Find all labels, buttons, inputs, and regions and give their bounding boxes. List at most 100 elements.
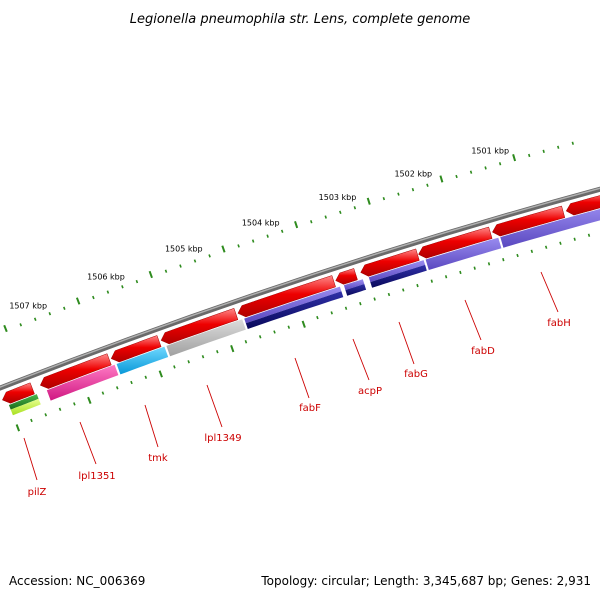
- inner-major-tick: [301, 320, 306, 328]
- minor-tick: [106, 290, 110, 294]
- gene-leader-line: [23, 437, 38, 481]
- minor-tick: [63, 306, 66, 310]
- inner-minor-tick: [30, 418, 33, 423]
- genome-backbone: [0, 186, 600, 391]
- gene-leader-line: [79, 421, 97, 465]
- inner-minor-tick: [101, 391, 105, 395]
- gene-label-fabd: fabD: [471, 346, 495, 357]
- major-tick: [294, 220, 299, 229]
- inner-minor-tick: [316, 315, 319, 320]
- gene-arrow: [418, 226, 493, 259]
- gene-arrow: [360, 248, 420, 277]
- cog-band: [245, 291, 344, 329]
- inner-minor-tick: [330, 311, 333, 315]
- inner-minor-tick: [530, 249, 534, 254]
- inner-minor-tick: [516, 253, 519, 258]
- major-tick: [148, 270, 153, 279]
- minor-tick: [528, 153, 531, 158]
- gene-arrow: [492, 205, 566, 237]
- tick-label: 1505 kbp: [165, 245, 203, 254]
- major-tick: [512, 154, 517, 162]
- inner-minor-tick: [373, 297, 376, 301]
- inner-major-tick: [15, 424, 21, 432]
- minor-tick: [266, 234, 269, 238]
- tick-label: 1504 kbp: [242, 218, 280, 227]
- minor-tick: [280, 229, 284, 233]
- genome-backbone-highlight: [0, 187, 600, 388]
- gene-label-pilz: pilZ: [28, 487, 47, 498]
- cog-band: [116, 346, 169, 375]
- gene-leader-line: [206, 384, 223, 428]
- inner-minor-tick: [244, 340, 248, 344]
- minor-tick: [208, 254, 211, 258]
- tick-label: 1507 kbp: [9, 302, 47, 311]
- accession-label: Accession: NC_006369: [9, 574, 146, 588]
- inner-minor-tick: [444, 275, 448, 279]
- inner-minor-tick: [173, 365, 176, 369]
- minor-tick: [571, 141, 574, 145]
- gene-arrows: [2, 195, 600, 404]
- minor-tick: [324, 215, 327, 219]
- gene-leader-line: [352, 338, 370, 381]
- inner-minor-tick: [73, 402, 76, 406]
- gene-label-fabh: fabH: [547, 318, 571, 329]
- inner-minor-tick: [115, 386, 119, 390]
- inner-minor-tick: [387, 292, 391, 297]
- inner-minor-tick: [287, 325, 291, 329]
- tick-marks: [3, 141, 591, 432]
- minor-tick: [455, 174, 458, 179]
- minor-tick: [48, 312, 52, 316]
- inner-minor-tick: [487, 262, 491, 266]
- cog-band: [8, 394, 39, 410]
- inner-minor-tick: [359, 301, 362, 306]
- inner-minor-tick: [58, 407, 62, 411]
- gene-labels: fabH fabD fabG acpP fabF lpl1349 tmk lpl1351 pil…: [23, 271, 571, 498]
- gene-label-lpl1351: lpl1351: [78, 471, 115, 482]
- minor-tick: [542, 149, 545, 154]
- gene-arrow: [565, 195, 600, 216]
- minor-tick: [121, 285, 124, 289]
- minor-tick: [397, 192, 400, 196]
- minor-tick: [557, 145, 560, 149]
- gene-leader-line: [144, 404, 159, 448]
- gene-arrow: [237, 275, 336, 318]
- tick-label: 1502 kbp: [394, 170, 432, 179]
- minor-tick: [193, 259, 197, 263]
- cog-band: [244, 286, 342, 324]
- minor-tick: [237, 244, 240, 248]
- topology-label: Topology: circular; Length: 3,345,687 bp…: [261, 574, 591, 588]
- minor-tick: [411, 187, 415, 192]
- gene-arrow: [335, 268, 358, 285]
- inner-major-tick: [87, 396, 92, 404]
- cog-bars: [8, 208, 600, 416]
- minor-tick: [164, 269, 168, 273]
- inner-minor-tick: [130, 380, 133, 385]
- cog-band: [345, 284, 367, 296]
- gene-arrow: [39, 353, 112, 389]
- gene-label-tmk: tmk: [148, 453, 168, 464]
- gene-label-lpl1349: lpl1349: [204, 433, 241, 444]
- minor-tick: [19, 323, 23, 327]
- minor-tick: [382, 196, 386, 201]
- inner-minor-tick: [344, 306, 348, 310]
- inner-minor-tick: [502, 257, 505, 262]
- minor-tick: [484, 166, 487, 170]
- gene-arrow: [2, 382, 35, 404]
- major-tick: [3, 324, 8, 333]
- cog-band: [10, 398, 41, 416]
- minor-tick: [135, 279, 139, 284]
- inner-minor-tick: [187, 360, 190, 364]
- inner-minor-tick: [430, 279, 433, 283]
- inner-minor-tick: [201, 355, 205, 359]
- minor-tick: [251, 239, 255, 243]
- inner-minor-tick: [44, 413, 48, 417]
- cog-band: [425, 237, 502, 270]
- gene-label-acpp: acpP: [358, 386, 382, 397]
- minor-tick: [498, 162, 502, 166]
- minor-tick: [426, 183, 429, 187]
- cog-band: [368, 260, 426, 283]
- inner-minor-tick: [216, 350, 219, 354]
- inner-minor-tick: [544, 245, 548, 249]
- cog-band: [370, 264, 427, 288]
